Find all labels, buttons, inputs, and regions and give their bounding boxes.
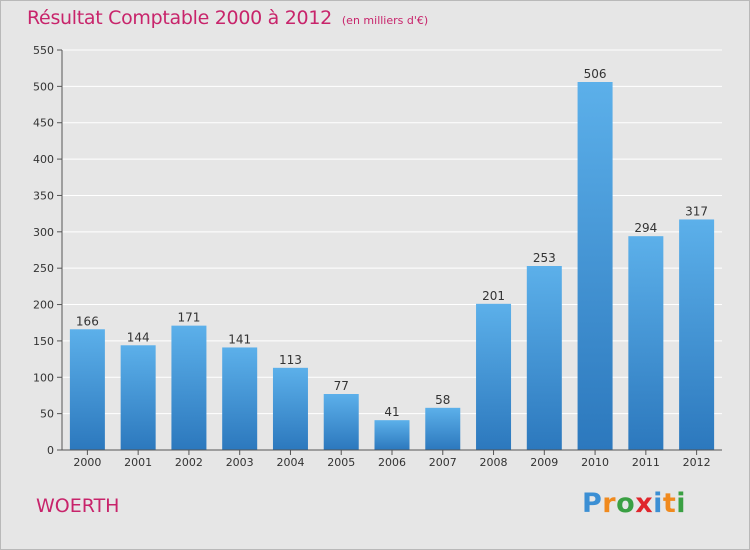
y-tick-label: 250	[33, 262, 54, 275]
data-label: 253	[533, 251, 556, 265]
y-tick-label: 550	[33, 44, 54, 57]
y-tick-label: 100	[33, 371, 54, 384]
x-tick-label: 2007	[429, 456, 457, 469]
y-axis: 0 50 100 150 200 250 300 350 400 450 500 550	[33, 44, 63, 457]
x-axis: 2000 2001 2002 2003 2004 2005 2006 2007 2008 2009…	[62, 449, 722, 469]
x-tick-label: 2001	[124, 456, 152, 469]
bar-2001[interactable]	[120, 345, 156, 450]
bar-2011[interactable]	[628, 236, 664, 450]
bar-2008[interactable]	[476, 303, 512, 450]
data-label: 317	[685, 204, 708, 218]
bar-2000[interactable]	[69, 329, 105, 450]
bar-2002[interactable]	[171, 325, 207, 450]
data-label: 166	[76, 314, 99, 328]
x-tick-label: 2000	[73, 456, 101, 469]
logo-letter: P	[582, 488, 603, 519]
x-tick-label: 2008	[480, 456, 508, 469]
x-tick-label: 2012	[683, 456, 711, 469]
logo-letter: o	[616, 488, 636, 519]
y-tick-label: 350	[33, 189, 54, 202]
chart-subtitle: (en milliers d'€)	[341, 14, 429, 27]
bar-2004[interactable]	[272, 367, 308, 450]
y-tick-label: 400	[33, 153, 54, 166]
bar-2006[interactable]	[374, 420, 410, 450]
data-label: 41	[384, 405, 399, 419]
data-label: 113	[279, 353, 302, 367]
bar-2007[interactable]	[425, 407, 461, 450]
chart-title-block: Résultat Comptable 2000 à 2012 (en millie…	[27, 7, 428, 29]
data-label: 58	[435, 393, 450, 407]
x-tick-label: 2006	[378, 456, 406, 469]
y-tick-label: 300	[33, 226, 54, 239]
logo-letter: x	[635, 488, 654, 519]
bar-2005[interactable]	[323, 394, 359, 450]
y-tick-label: 500	[33, 80, 54, 93]
data-label: 144	[127, 330, 150, 344]
y-tick-label: 450	[33, 117, 54, 130]
x-tick-label: 2011	[632, 456, 660, 469]
bar-2010[interactable]	[577, 82, 613, 450]
data-label: 141	[228, 332, 251, 346]
chart-title: Résultat Comptable 2000 à 2012	[27, 7, 332, 29]
data-label: 77	[334, 379, 349, 393]
data-label: 201	[482, 289, 505, 303]
y-tick-label: 50	[40, 408, 54, 421]
data-label: 506	[584, 67, 607, 81]
x-tick-label: 2004	[276, 456, 304, 469]
y-tick-label: 200	[33, 299, 54, 312]
y-tick-label: 150	[33, 335, 54, 348]
grid-lines	[62, 49, 722, 415]
logo-letter: r	[602, 488, 617, 519]
x-tick-label: 2010	[581, 456, 609, 469]
bar-2012[interactable]	[679, 219, 715, 450]
bars: 166 144 171 141 113 77 41 58 201 253 506 294 317	[69, 67, 715, 450]
y-tick-label: 0	[47, 444, 54, 457]
bar-2009[interactable]	[526, 266, 562, 450]
x-tick-label: 2005	[327, 456, 355, 469]
data-label: 294	[634, 221, 657, 235]
town-name: WOERTH	[36, 495, 120, 517]
bar-2003[interactable]	[222, 347, 258, 450]
logo-letter: i	[653, 488, 663, 519]
x-tick-label: 2009	[530, 456, 558, 469]
proxiti-logo[interactable]: Proxiti	[582, 488, 686, 519]
logo-letter: i	[676, 488, 687, 519]
x-tick-label: 2003	[226, 456, 254, 469]
x-tick-label: 2002	[175, 456, 203, 469]
data-label: 171	[177, 311, 200, 325]
logo-letter: t	[662, 488, 677, 519]
